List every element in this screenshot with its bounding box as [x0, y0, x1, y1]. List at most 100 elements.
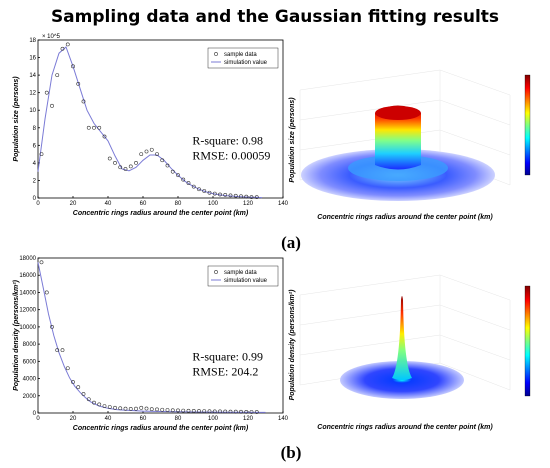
y-tick-label: 8 [33, 126, 37, 132]
surface-a-xlabel: Concentric rings radius around the cente… [317, 214, 493, 221]
sample-data-point [207, 409, 212, 414]
sample-data-point [39, 260, 44, 265]
y-tick-label: 18000 [19, 256, 36, 262]
sample-data-point [239, 194, 243, 199]
y-tick-label: 12 [29, 91, 36, 97]
sample-data-point [76, 81, 81, 86]
panel-a-3d-surface: Population size (persons) Concentric rin… [289, 69, 531, 221]
x-tick-label: 60 [140, 416, 147, 422]
sample-data-point [202, 409, 207, 414]
sample-data-point [92, 125, 96, 130]
sample-data-point [155, 152, 159, 157]
y-tick-label: 16000 [19, 273, 36, 279]
sample-data-point [113, 160, 117, 165]
sample-data-point [71, 380, 75, 384]
legend-label-sample: sample data [224, 270, 257, 276]
sample-data-point [134, 406, 138, 411]
sample-data-point [144, 149, 149, 154]
y-tick-label: 16 [29, 56, 36, 62]
sample-data-point [86, 397, 91, 402]
sample-data-point [218, 409, 222, 414]
sample-data-point [118, 165, 123, 170]
x-tick-label: 120 [243, 416, 254, 422]
fit-series-line [37, 46, 263, 199]
sample-data-point [92, 400, 96, 405]
legend-marker-sample [214, 270, 218, 274]
y-tick-label: 18 [29, 38, 36, 44]
sample-data-point [97, 125, 102, 130]
y-tick-label: 6000 [23, 359, 37, 365]
legend-label-sample: sample data [224, 52, 257, 58]
y-tick-label: 8000 [23, 342, 37, 348]
x-tick-label: 100 [208, 416, 219, 422]
sample-data-point [149, 407, 154, 412]
sample-data-point [233, 193, 238, 198]
sample-data-point [102, 404, 107, 409]
y-axis-label: Population density (persons/km²) [13, 279, 20, 391]
sample-data-point [102, 134, 107, 139]
sample-data-point [186, 408, 191, 413]
sample-data-point [254, 410, 259, 414]
figure-title: Sampling data and the Gaussian fitting r… [51, 7, 499, 27]
x-tick-label: 40 [105, 201, 112, 207]
sample-data-point [118, 406, 123, 411]
r-square-annotation: R-square: 0.99 [192, 349, 263, 363]
sample-data-point [139, 152, 144, 157]
sample-data-point [139, 405, 144, 410]
sample-data-point [176, 173, 180, 178]
legend-label-fit: simulation value [224, 60, 268, 66]
surface-b-ylabel: Population density (persons/km²) [289, 289, 296, 401]
sample-data-point [233, 409, 238, 414]
sample-data-point [160, 407, 165, 412]
surface-b-xlabel: Concentric rings radius around the cente… [317, 424, 493, 431]
legend-label-fit: simulation value [224, 278, 268, 284]
sample-data-point [155, 407, 159, 412]
sample-data-point [44, 90, 49, 95]
sample-data-point [244, 194, 249, 199]
y-axis-label: Population size (persons) [13, 76, 20, 162]
sample-data-point [144, 406, 149, 411]
x-tick-label: 20 [70, 416, 77, 422]
y-tick-label: 4000 [23, 377, 37, 383]
y-tick-label: 2000 [23, 394, 37, 400]
x-axis-label: Concentric rings radius around the cente… [73, 210, 249, 217]
sample-data-point [149, 147, 154, 152]
sample-data-point [128, 164, 133, 169]
x-tick-label: 40 [105, 416, 112, 422]
sample-data-point [65, 42, 70, 47]
x-tick-label: 80 [175, 416, 182, 422]
sample-data-point [60, 348, 65, 353]
sample-data-point [197, 187, 201, 192]
panel-label-b: (b) [281, 443, 302, 462]
panel-a-line-chart: 0 20 40 60 80 100 120 140 0 2 4 6 8 10 12 14 16 18 × 10^5 C… [13, 34, 289, 217]
y-tick-label: 14000 [19, 290, 36, 296]
x-tick-label: 120 [243, 201, 254, 207]
sample-data-point [254, 195, 259, 200]
legend-box [207, 265, 279, 287]
sample-data-point [86, 125, 91, 130]
rmse-annotation: RMSE: 0.00059 [192, 148, 270, 162]
sample-data-point [134, 160, 138, 165]
y-tick-label: 10 [29, 108, 36, 114]
x-tick-label: 80 [175, 201, 182, 207]
sample-data-point [207, 190, 212, 195]
plot-area [37, 39, 284, 199]
sample-data-point [249, 195, 254, 200]
plot-area [37, 257, 284, 414]
sample-data-point [81, 99, 86, 104]
sample-data-point [181, 177, 186, 182]
sample-data-point [123, 406, 128, 411]
x-axis-label: Concentric rings radius around the cente… [73, 425, 249, 432]
x-tick-label: 140 [278, 201, 289, 207]
surface-a-ylabel: Population size (persons) [289, 97, 296, 183]
y-exponent-label: × 10^5 [42, 34, 61, 40]
colorbar-a [524, 74, 531, 176]
sample-data-point [244, 409, 249, 414]
y-tick-label: 2 [33, 178, 37, 184]
y-tick-label: 0 [33, 196, 37, 202]
sample-data-point [55, 73, 60, 78]
sample-data-point [223, 193, 228, 197]
sample-data-point [249, 410, 254, 414]
y-tick-label: 14 [29, 73, 36, 79]
